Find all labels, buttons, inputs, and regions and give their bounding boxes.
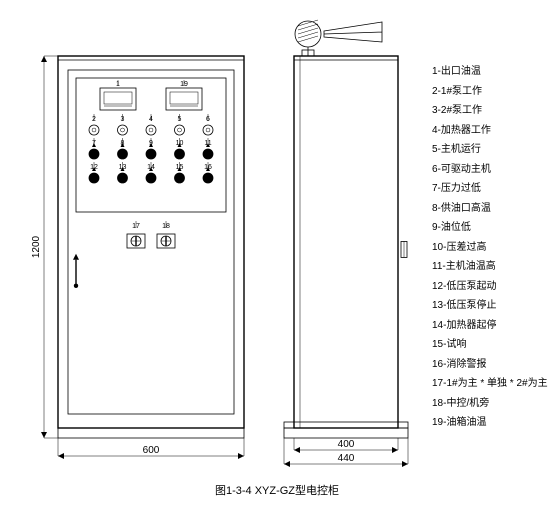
legend-item: 2-1#泵工作	[432, 82, 548, 102]
legend-item: 12-低压泵起动	[432, 277, 548, 297]
legend-item: 14-加热器起停	[432, 316, 548, 336]
page-root: 1192345678910111213141516171812006004004…	[0, 0, 554, 505]
legend-item: 18-中控/机旁	[432, 394, 548, 414]
legend-item: 10-压差过高	[432, 238, 548, 258]
svg-text:600: 600	[143, 445, 160, 456]
svg-text:440: 440	[338, 453, 355, 464]
legend-item: 9-油位低	[432, 218, 548, 238]
svg-text:400: 400	[338, 439, 355, 450]
legend-item: 1-出口油温	[432, 62, 548, 82]
legend-item: 7-压力过低	[432, 179, 548, 199]
legend-item: 17-1#为主 * 单独 * 2#为主	[432, 374, 548, 394]
legend-list: 1-出口油温2-1#泵工作3-2#泵工作4-加热器工作5-主机运行6-可驱动主机…	[432, 62, 548, 433]
legend-item: 11-主机油温高	[432, 257, 548, 277]
legend-item: 5-主机运行	[432, 140, 548, 160]
figure-caption: 图1-3-4 XYZ-GZ型电控柜	[0, 482, 554, 498]
legend-item: 15-试响	[432, 335, 548, 355]
legend-item: 16-消除警报	[432, 355, 548, 375]
legend-item: 6-可驱动主机	[432, 160, 548, 180]
legend-item: 13-低压泵停止	[432, 296, 548, 316]
legend-item: 3-2#泵工作	[432, 101, 548, 121]
svg-text:1200: 1200	[31, 235, 42, 258]
legend-item: 4-加热器工作	[432, 121, 548, 141]
legend-item: 8-供油口高温	[432, 199, 548, 219]
legend-item: 19-油箱油温	[432, 413, 548, 433]
